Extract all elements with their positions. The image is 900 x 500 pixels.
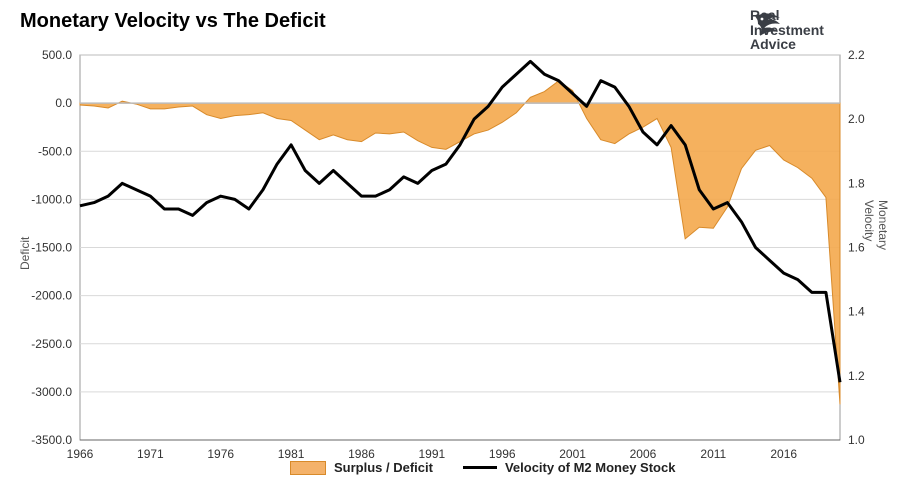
svg-text:1966: 1966 xyxy=(67,447,94,461)
svg-text:-3000.0: -3000.0 xyxy=(31,385,72,399)
svg-text:1981: 1981 xyxy=(278,447,305,461)
svg-text:1996: 1996 xyxy=(489,447,516,461)
svg-text:2011: 2011 xyxy=(700,447,726,461)
svg-text:-2000.0: -2000.0 xyxy=(31,289,72,303)
svg-text:-1000.0: -1000.0 xyxy=(31,192,72,206)
svg-text:-500.0: -500.0 xyxy=(38,144,72,158)
legend: Surplus / Deficit Velocity of M2 Money S… xyxy=(290,460,675,475)
svg-text:1976: 1976 xyxy=(207,447,234,461)
legend-label: Surplus / Deficit xyxy=(334,460,433,475)
svg-text:1971: 1971 xyxy=(137,447,164,461)
svg-text:2.2: 2.2 xyxy=(848,48,865,62)
svg-text:0.0: 0.0 xyxy=(55,96,72,110)
chart-canvas: 500.0 0.0 -500.0 -1000.0 -1500.0 -2000.0 -2500… xyxy=(0,0,900,500)
svg-text:2006: 2006 xyxy=(630,447,657,461)
legend-item: Velocity of M2 Money Stock xyxy=(463,460,676,475)
svg-text:1.8: 1.8 xyxy=(848,176,865,190)
svg-text:2.0: 2.0 xyxy=(848,112,865,126)
legend-swatch-area xyxy=(290,461,326,475)
legend-swatch-line xyxy=(463,466,497,469)
svg-text:1.4: 1.4 xyxy=(848,305,865,319)
svg-text:-1500.0: -1500.0 xyxy=(31,241,72,255)
svg-text:1.0: 1.0 xyxy=(848,433,865,447)
legend-label: Velocity of M2 Money Stock xyxy=(505,460,676,475)
svg-text:-3500.0: -3500.0 xyxy=(31,433,72,447)
deficit-area xyxy=(80,81,840,404)
svg-text:1.2: 1.2 xyxy=(848,369,865,383)
svg-text:2016: 2016 xyxy=(770,447,797,461)
y-left-label: Deficit xyxy=(18,237,32,270)
svg-text:1986: 1986 xyxy=(348,447,375,461)
legend-item: Surplus / Deficit xyxy=(290,460,433,475)
svg-text:-2500.0: -2500.0 xyxy=(31,337,72,351)
y-right-label: Monetary Velocity xyxy=(862,200,890,250)
svg-text:2001: 2001 xyxy=(559,447,586,461)
chart-container: Monetary Velocity vs The Deficit Real In… xyxy=(0,0,900,500)
svg-text:500.0: 500.0 xyxy=(42,48,72,62)
svg-text:1991: 1991 xyxy=(419,447,446,461)
